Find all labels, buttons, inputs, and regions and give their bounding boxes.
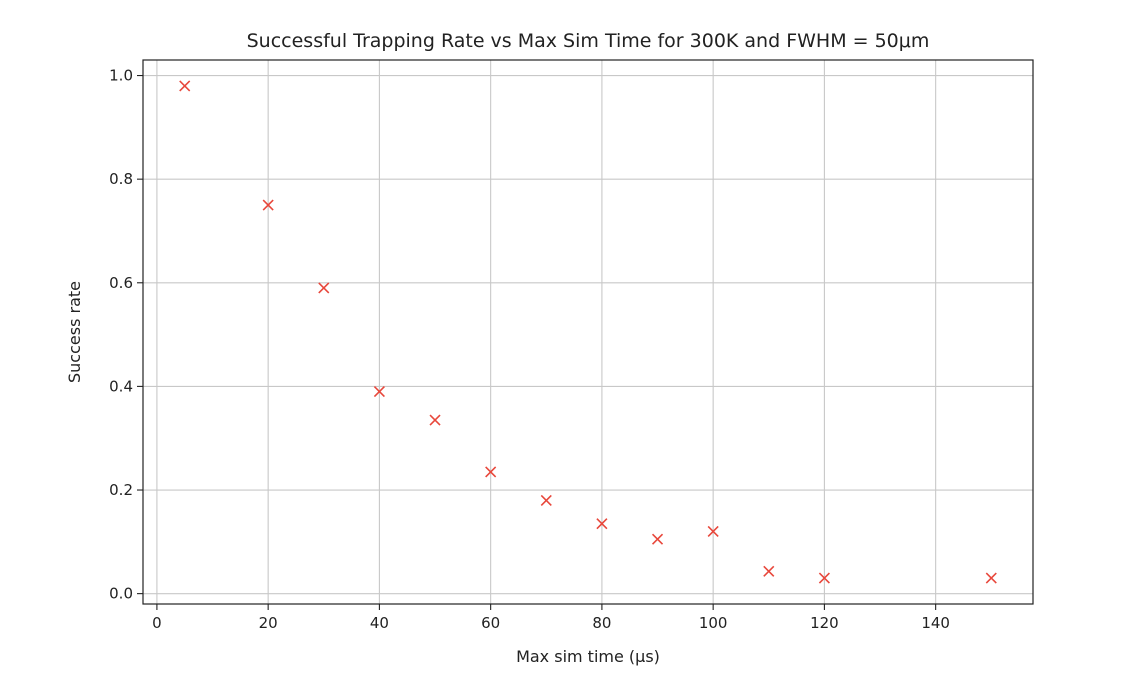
chart-title: Successful Trapping Rate vs Max Sim Time… [247,30,930,52]
x-tick-label: 80 [592,614,611,632]
data-point-marker [318,282,330,294]
x-tick-label: 20 [259,614,278,632]
grid-lines [143,60,1033,604]
data-point-marker [985,572,997,584]
plot-frame [142,59,1034,605]
data-point-marker [179,80,191,92]
data-points [179,80,997,584]
x-tick-label: 140 [921,614,950,632]
axis-ticks: 0 20 40 60 80 100 120 140 0.0 0.2 0.4 0.6 0.8 1.0 [109,67,950,632]
y-tick-label: 0.8 [109,170,133,188]
x-tick-label: 120 [810,614,839,632]
data-point-marker [540,494,552,506]
data-point-marker [651,533,664,545]
data-point-marker [707,525,719,538]
x-tick-label: 0 [152,614,162,632]
y-tick-label: 0.4 [109,377,133,395]
x-axis-label: Max sim time (μs) [516,647,660,666]
data-point-marker [262,199,274,211]
x-tick-label: 100 [699,614,728,632]
data-point-marker [818,572,830,584]
y-tick-label: 0.2 [109,481,133,499]
y-axis-label: Success rate [65,281,84,383]
x-tick-label: 40 [370,614,389,632]
data-point-marker [485,466,497,478]
y-tick-label: 1.0 [109,67,133,85]
data-point-marker [429,414,441,426]
data-point-marker [596,518,608,530]
x-tick-label: 60 [481,614,500,632]
data-point-marker [373,386,385,398]
y-tick-label: 0.0 [109,585,133,603]
data-point-marker [763,565,775,577]
y-tick-label: 0.6 [109,274,133,292]
